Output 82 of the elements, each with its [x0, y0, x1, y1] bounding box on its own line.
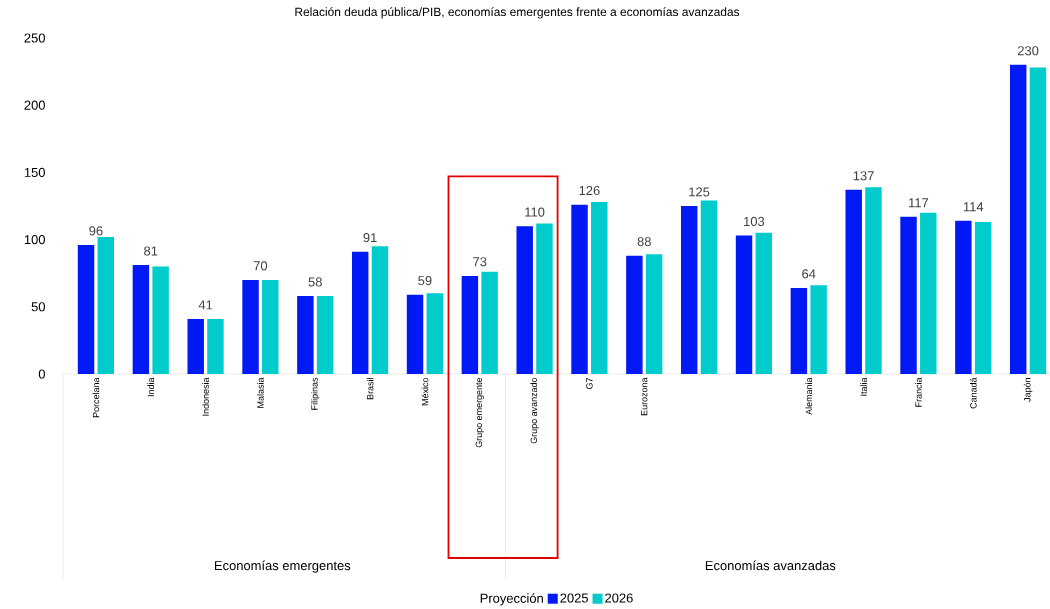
bar	[481, 271, 498, 374]
bar	[810, 285, 827, 374]
bar	[536, 223, 553, 374]
data-label: 125	[689, 187, 710, 197]
data-label: 137	[853, 171, 874, 181]
data-label: 117	[909, 198, 929, 208]
text: Economías emergentes	[215, 560, 351, 573]
legend-label: 2025	[560, 593, 588, 603]
chart-title: Relación deuda pública/PIB, economías emergentes frente a economías avanzadas	[295, 7, 740, 19]
bar	[626, 255, 643, 374]
bar	[955, 220, 972, 374]
data-label: 103	[744, 216, 765, 227]
bar	[297, 296, 314, 374]
x-tick-label: Porcelana	[92, 377, 100, 418]
bar	[571, 204, 588, 374]
bar	[97, 236, 114, 374]
data-label: 91	[363, 232, 377, 243]
x-tick-label: Filipinas	[311, 377, 320, 410]
x-tick-label: Eurozona	[641, 377, 648, 416]
bar	[790, 287, 808, 374]
x-tick-label: Alemania	[805, 377, 813, 415]
legend-title: Proyección	[480, 593, 543, 606]
bar	[1029, 67, 1047, 374]
bar	[77, 244, 95, 374]
y-tick-label: 200	[24, 100, 45, 110]
x-tick-label: India	[147, 377, 155, 397]
x-tick-label: Grupo emergente	[475, 377, 484, 448]
bar	[351, 251, 369, 374]
y-tick-label: 250	[24, 33, 45, 43]
bar	[316, 296, 334, 374]
data-label: 96	[89, 226, 103, 236]
bar	[900, 216, 917, 374]
data-label: 58	[308, 277, 322, 287]
bar	[152, 266, 169, 374]
y-tick-label: 150	[24, 167, 45, 177]
bar	[591, 201, 608, 374]
x-tick-label: Malasia	[257, 377, 264, 408]
bar	[461, 275, 479, 374]
bar	[132, 265, 150, 374]
x-tick-label: Canadá	[969, 377, 977, 409]
legend-label: 2026	[605, 593, 633, 603]
x-tick-label: Japón	[1023, 378, 1033, 402]
bar	[406, 294, 424, 374]
x-tick-label: Indonesia	[202, 377, 209, 416]
bar	[700, 200, 718, 374]
bar	[516, 226, 533, 374]
y-tick-label: 100	[24, 235, 45, 245]
bar	[262, 279, 279, 374]
bar	[920, 212, 937, 374]
bar	[207, 318, 224, 374]
data-label: 70	[253, 261, 268, 271]
data-label: 88	[637, 237, 651, 247]
bar	[974, 222, 992, 374]
x-tick-label: Grupo avanzado	[530, 377, 539, 444]
bar	[845, 189, 862, 374]
bar	[645, 254, 663, 374]
x-tick-label: G7	[586, 377, 593, 390]
text: Economías avanzadas	[705, 560, 836, 571]
bar	[755, 232, 773, 374]
bar	[187, 318, 204, 374]
y-tick-label: 50	[31, 302, 45, 312]
data-label: 41	[198, 300, 213, 310]
bar	[426, 293, 444, 374]
x-tick-label: México	[421, 377, 429, 406]
bar	[1009, 64, 1027, 374]
data-label: 73	[473, 257, 487, 267]
data-label: 126	[579, 185, 600, 196]
bar	[680, 205, 698, 374]
bar	[735, 235, 753, 374]
bar	[371, 246, 389, 374]
y-tick-label: 0	[38, 369, 45, 379]
data-label: 230	[1017, 46, 1039, 56]
data-label: 110	[525, 207, 545, 217]
data-label: 114	[963, 202, 984, 212]
data-label: 64	[802, 269, 816, 279]
bar	[865, 187, 882, 374]
x-tick-label: Francia	[915, 377, 922, 407]
x-tick-label: Italia	[860, 377, 867, 396]
data-label: 59	[418, 276, 432, 286]
x-tick-label: Brasil	[366, 378, 374, 400]
data-label: 81	[144, 246, 158, 256]
bar	[242, 279, 259, 374]
